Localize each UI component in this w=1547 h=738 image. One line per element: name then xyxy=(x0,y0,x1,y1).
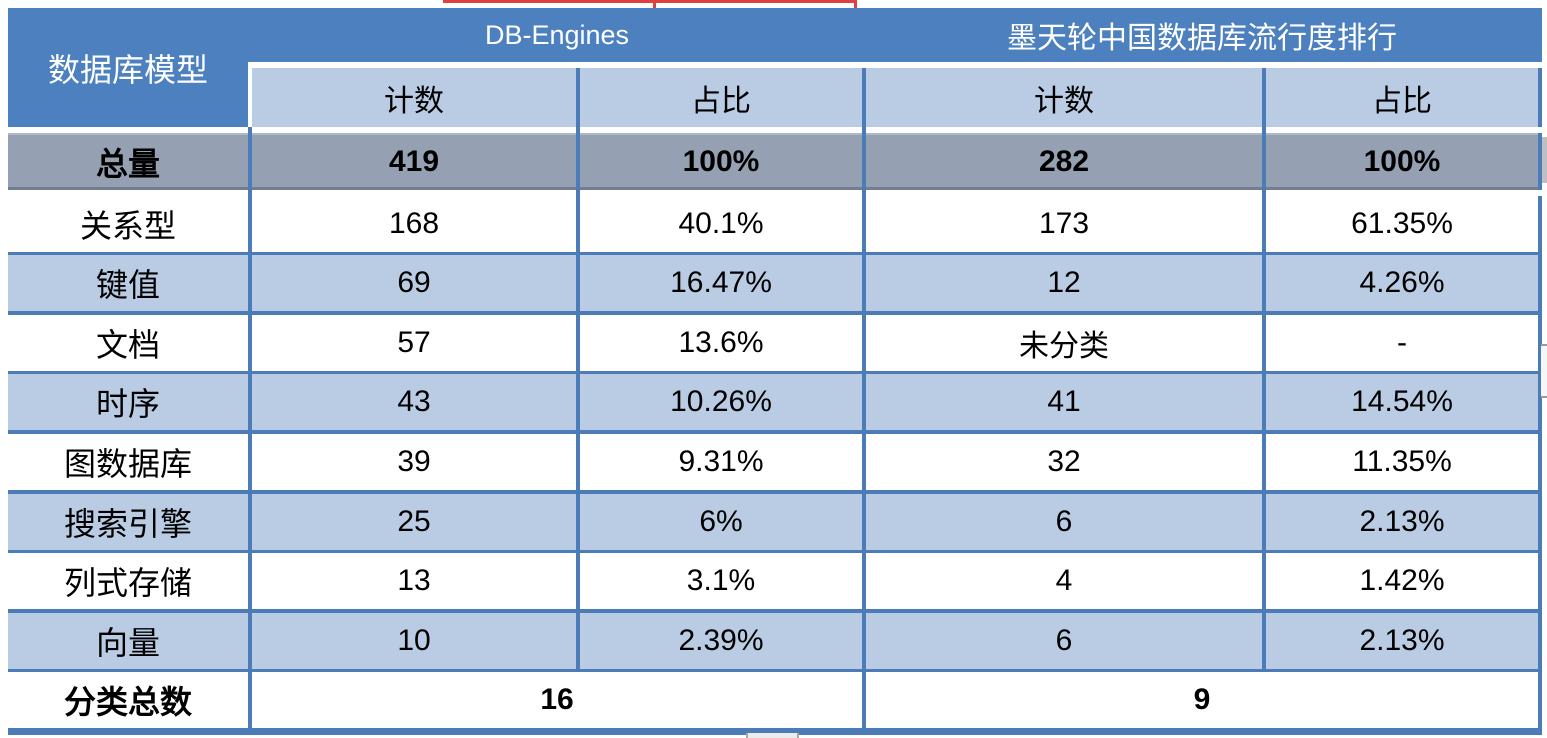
subheader-mt-count: 计数 xyxy=(866,68,1262,127)
percent-cell: 4.26% xyxy=(1266,255,1538,311)
count-cell: 25 xyxy=(252,494,576,550)
row-label-cell: 文档 xyxy=(8,315,248,371)
count-cell: 69 xyxy=(252,255,576,311)
table-row: 搜索引擎 25 6% 6 2.13% xyxy=(8,494,1542,550)
row-label-cell: 键值 xyxy=(8,255,248,311)
grid-tick xyxy=(862,127,866,133)
red-annotation-line xyxy=(443,0,857,3)
table-row: 列式存储 13 3.1% 4 1.42% xyxy=(8,553,1542,609)
count-cell: 43 xyxy=(252,374,576,430)
table-row: 关系型 168 40.1% 173 61.35% xyxy=(8,196,1542,252)
count-cell: 4 xyxy=(866,553,1262,609)
table-row: 键值 69 16.47% 12 4.26% xyxy=(8,255,1542,311)
count-cell: 282 xyxy=(866,133,1262,190)
horizontal-scrollbar-fragment[interactable] xyxy=(746,733,799,738)
count-cell: 10 xyxy=(252,613,576,669)
table-row: 时序 43 10.26% 41 14.54% xyxy=(8,374,1542,430)
grid-tick xyxy=(862,190,866,196)
corner-header-cell-extension xyxy=(8,62,248,127)
subheader-mt-share: 占比 xyxy=(1266,68,1538,127)
table-row: 图数据库 39 9.31% 32 11.35% xyxy=(8,434,1542,490)
grid-tick xyxy=(1262,190,1266,196)
row-label-cell: 关系型 xyxy=(8,196,248,252)
group-header-band xyxy=(8,8,1542,62)
count-cell: 32 xyxy=(866,434,1262,490)
group-header-db-engines: DB-Engines xyxy=(484,19,630,50)
percent-cell: 1.42% xyxy=(1266,553,1538,609)
row-label-cell: 总量 xyxy=(8,133,248,190)
percent-cell: 16.47% xyxy=(580,255,862,311)
group-header-motianlun: 墨天轮中国数据库流行度排行 xyxy=(1007,22,1397,55)
row-separator xyxy=(252,190,1542,196)
grid-tick xyxy=(576,190,580,196)
count-cell: 173 xyxy=(866,196,1262,252)
percent-cell: 6% xyxy=(580,494,862,550)
row-label-cell: 搜索引擎 xyxy=(8,494,248,550)
count-cell: 41 xyxy=(866,374,1262,430)
count-cell: 6 xyxy=(866,494,1262,550)
count-cell: 13 xyxy=(252,553,576,609)
percent-cell: 3.1% xyxy=(580,553,862,609)
percent-cell: 61.35% xyxy=(1266,196,1538,252)
subheader-row: 计数 占比 计数 占比 xyxy=(8,68,1542,127)
count-cell: 12 xyxy=(866,255,1262,311)
corner-header-cell: 数据库模型 xyxy=(47,51,208,88)
count-cell: 168 xyxy=(252,196,576,252)
comparison-table: 数据库模型 DB-Engines 墨天轮中国数据库流行度排行 计数 占比 计数 … xyxy=(8,8,1542,735)
count-cell: 57 xyxy=(252,315,576,371)
percent-cell: 9.31% xyxy=(580,434,862,490)
subheader-db-share: 占比 xyxy=(580,68,862,127)
footer-total-cell-db: 16 xyxy=(252,672,862,728)
count-cell: 未分类 xyxy=(866,315,1262,371)
table-row: 向量 10 2.39% 6 2.13% xyxy=(8,613,1542,669)
percent-cell: 2.13% xyxy=(1266,494,1538,550)
count-cell: 6 xyxy=(866,613,1262,669)
row-label-cell: 向量 xyxy=(8,613,248,669)
red-annotation-tick xyxy=(653,0,656,8)
subheader-db-count: 计数 xyxy=(252,68,576,127)
table-row: 文档 57 13.6% 未分类 - xyxy=(8,315,1542,371)
count-cell: 39 xyxy=(252,434,576,490)
percent-cell: - xyxy=(1266,315,1538,371)
footer-total-cell-mt: 9 xyxy=(866,672,1538,728)
footer-row: 分类总数 16 9 xyxy=(8,672,1542,728)
row-label-cell: 列式存储 xyxy=(8,553,248,609)
grid-tick xyxy=(576,127,580,133)
percent-cell: 100% xyxy=(580,133,862,190)
percent-cell: 40.1% xyxy=(580,196,862,252)
red-annotation-tick xyxy=(854,0,857,8)
row-label-cell: 分类总数 xyxy=(8,672,248,728)
percent-cell: 100% xyxy=(1266,133,1538,190)
percent-cell: 11.35% xyxy=(1266,434,1538,490)
percent-cell: 14.54% xyxy=(1266,374,1538,430)
percent-cell: 10.26% xyxy=(580,374,862,430)
adjacent-cell-fragment xyxy=(1542,137,1547,183)
grid-tick xyxy=(248,127,252,133)
table-row-total: 总量 419 100% 282 100% xyxy=(8,133,1542,190)
grid-tick xyxy=(248,190,252,196)
vertical-scrollbar-fragment[interactable] xyxy=(1541,344,1547,398)
percent-cell: 13.6% xyxy=(580,315,862,371)
percent-cell: 2.39% xyxy=(580,613,862,669)
grid-tick xyxy=(1262,127,1266,133)
count-cell: 419 xyxy=(252,133,576,190)
percent-cell: 2.13% xyxy=(1266,613,1538,669)
row-label-cell: 图数据库 xyxy=(8,434,248,490)
row-label-cell: 时序 xyxy=(8,374,248,430)
